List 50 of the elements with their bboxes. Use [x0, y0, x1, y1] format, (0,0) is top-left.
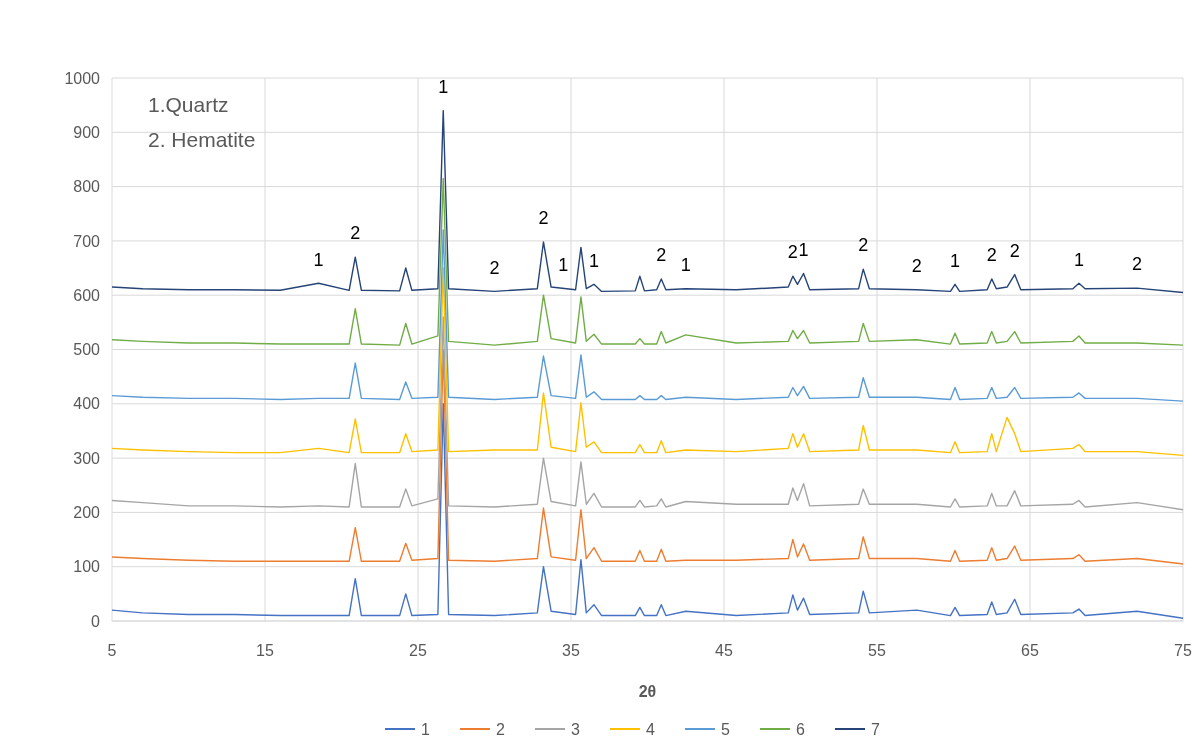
y-tick-label: 100 — [73, 558, 101, 576]
annotation: 2. Hematite — [148, 128, 256, 151]
annotation: 1 — [588, 250, 599, 271]
y-tick-label: 600 — [73, 286, 101, 304]
x-tick-label: 65 — [1021, 642, 1039, 659]
y-tick-label: 700 — [73, 232, 101, 250]
x-tick-label: 5 — [107, 642, 117, 659]
legend-label: 4 — [646, 720, 655, 738]
y-tick-label: 1000 — [64, 69, 101, 87]
x-axis-title: 2θ — [638, 683, 657, 700]
legend-label: 1 — [421, 720, 430, 738]
x-tick-label: 35 — [562, 642, 580, 659]
y-tick-label: 400 — [73, 395, 101, 413]
annotation: 1.Quartz — [148, 93, 229, 116]
annotation: 1 — [558, 254, 569, 275]
x-tick-label: 75 — [1174, 642, 1192, 659]
legend-label: 3 — [571, 720, 580, 738]
y-tick-label: 0 — [91, 612, 101, 630]
y-tick-label: 800 — [73, 178, 101, 196]
annotation: 2 — [350, 223, 361, 244]
annotation: 1 — [680, 254, 691, 275]
annotation: 1 — [798, 239, 809, 260]
annotation: 2 — [656, 245, 667, 266]
x-tick-label: 55 — [868, 642, 886, 659]
y-tick-label: 900 — [73, 123, 101, 141]
y-tick-label: 200 — [73, 504, 101, 521]
annotation: 2 — [1009, 240, 1020, 261]
line-series — [111, 348, 1184, 565]
annotation: 2 — [986, 245, 997, 266]
legend-label: 7 — [871, 720, 880, 738]
y-tick-label: 300 — [73, 449, 101, 467]
annotation: 2 — [858, 235, 869, 256]
legend-label: 2 — [496, 720, 505, 738]
annotation: 2 — [911, 256, 922, 277]
legend-label: 5 — [721, 720, 730, 738]
line-series — [111, 177, 1184, 346]
annotation: 2 — [787, 242, 798, 263]
x-tick-label: 45 — [715, 642, 733, 659]
annotation: 2 — [489, 257, 500, 278]
annotation: 1 — [313, 249, 324, 270]
annotation: 1 — [950, 250, 961, 271]
annotation: 1 — [438, 76, 449, 97]
x-tick-label: 25 — [409, 642, 427, 659]
annotation: 2 — [1132, 254, 1143, 275]
line-series — [111, 316, 1184, 511]
y-tick-label: 500 — [73, 341, 101, 359]
annotation: 1 — [1073, 249, 1084, 270]
annotation: 2 — [538, 208, 549, 229]
x-tick-label: 15 — [256, 642, 274, 659]
legend-label: 6 — [796, 720, 805, 738]
